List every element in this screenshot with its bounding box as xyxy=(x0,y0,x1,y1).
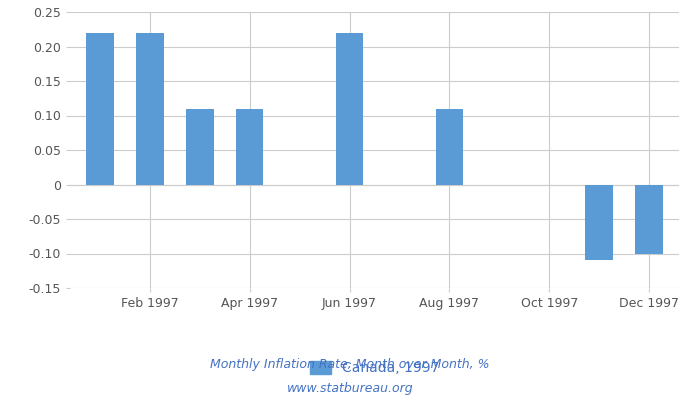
Bar xyxy=(636,184,663,254)
Bar xyxy=(136,33,164,184)
Text: Monthly Inflation Rate, Month over Month, %: Monthly Inflation Rate, Month over Month… xyxy=(210,358,490,371)
Bar xyxy=(236,109,263,184)
Bar xyxy=(435,109,463,184)
Legend: Canada, 1997: Canada, 1997 xyxy=(304,356,444,381)
Bar xyxy=(86,33,113,184)
Bar xyxy=(585,184,613,260)
Bar xyxy=(336,33,363,184)
Bar xyxy=(186,109,214,184)
Text: www.statbureau.org: www.statbureau.org xyxy=(287,382,413,395)
